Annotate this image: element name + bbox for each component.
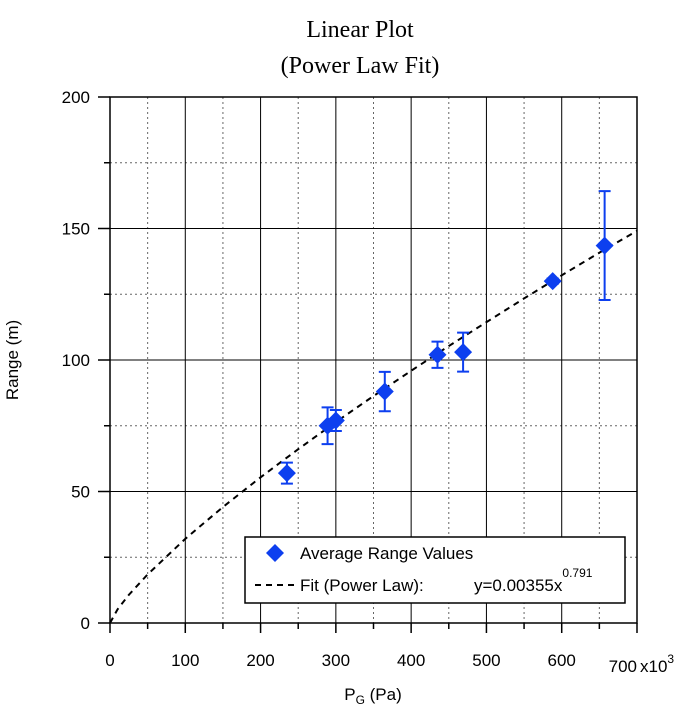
plot-frame <box>109 96 638 624</box>
data-point <box>595 236 614 255</box>
x-tick-label: 100 <box>171 651 199 670</box>
data-point <box>428 345 447 364</box>
data-point <box>543 272 562 291</box>
data-point <box>277 464 296 483</box>
chart-title: Linear Plot <box>306 17 414 43</box>
x-tick-label: 700 <box>609 657 637 676</box>
x-tick-label: 400 <box>397 651 425 670</box>
x-tick-label: 600 <box>548 651 576 670</box>
x-tick-label: 300 <box>322 651 350 670</box>
data-point <box>326 411 345 430</box>
x-tick-label: 0 <box>105 651 114 670</box>
y-axis-label: Range (m) <box>3 320 22 400</box>
x-axis-label-rest: (Pa) <box>365 685 402 704</box>
x-axis-label-main: P <box>344 685 355 704</box>
legend-box <box>244 536 626 604</box>
x-multiplier: x103 <box>640 652 674 676</box>
chart-title: (Power Law Fit) <box>281 53 440 79</box>
x-tick-label: 500 <box>472 651 500 670</box>
y-tick-label: 0 <box>81 614 90 633</box>
data-point <box>375 382 394 401</box>
legend-marker <box>266 544 284 562</box>
equation-exponent: 0.791 <box>562 566 592 580</box>
y-tick-label: 50 <box>71 483 90 502</box>
x-multiplier-base: x10 <box>640 657 667 676</box>
equation-base: y=0.00355x <box>474 576 563 595</box>
x-axis-label-sub: G <box>356 693 365 707</box>
fit-line <box>109 230 638 624</box>
y-tick-label: 150 <box>62 220 90 239</box>
x-multiplier-exp: 3 <box>667 652 674 666</box>
data-point <box>454 343 473 362</box>
legend-label: Average Range Values <box>300 544 473 563</box>
y-tick-label: 100 <box>62 351 90 370</box>
legend-equation: y=0.00355x0.791 <box>474 566 593 595</box>
legend-label: Fit (Power Law): <box>300 576 424 595</box>
x-tick-label: 200 <box>246 651 274 670</box>
y-tick-label: 200 <box>62 88 90 107</box>
x-axis-label: PG (Pa) <box>344 685 402 707</box>
